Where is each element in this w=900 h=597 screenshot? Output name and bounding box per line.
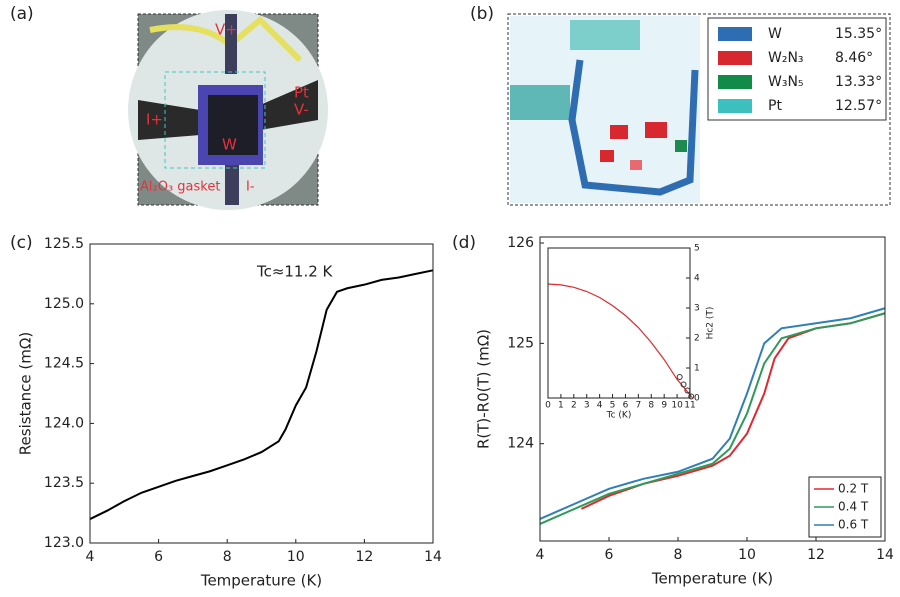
- y-tick-label: 5: [694, 244, 700, 254]
- x-tick-label: 8: [648, 401, 654, 411]
- legend-name: Pt: [768, 98, 782, 114]
- x-tick-label: 8: [674, 547, 683, 563]
- legend-name: W₃N₅: [768, 74, 804, 90]
- plot-frame: [547, 247, 691, 399]
- y-axis-label: R(T)-R0(T) (mΩ): [475, 329, 493, 449]
- x-tick-label: 6: [605, 547, 614, 563]
- inset-background: [548, 245, 690, 398]
- legend-label: 0.6 T: [838, 518, 869, 532]
- panel-label: (a): [10, 4, 34, 24]
- data-line: [539, 307, 886, 520]
- x-tick-label: 8: [223, 549, 232, 565]
- legend-name: W₂N₃: [768, 50, 804, 66]
- x-tick-label: 4: [536, 547, 545, 563]
- x-tick-label: 0: [545, 401, 551, 411]
- image-label: V-: [294, 101, 309, 119]
- legend-swatch: [718, 51, 752, 65]
- marker: [676, 374, 683, 380]
- image-label: I+: [146, 111, 163, 129]
- x-tick-label: 6: [623, 401, 629, 411]
- x-tick-label: 14: [876, 547, 894, 563]
- y-tick-label: 0: [694, 394, 700, 404]
- x-tick-label: 9: [661, 401, 667, 411]
- x-tick-label: 12: [807, 547, 825, 563]
- legend-name: W: [768, 26, 782, 42]
- x-axis-label: Tc (K): [606, 411, 632, 421]
- y-tick-label: 125: [507, 335, 534, 351]
- legend-label: 0.2 T: [838, 482, 869, 496]
- image-a: V+ Pt V- I+ W Al₂O₃ gasket I-: [128, 10, 328, 210]
- y-tick-label: 124: [507, 436, 534, 452]
- legend-swatch: [718, 27, 752, 41]
- y-tick-label: 3: [694, 304, 700, 314]
- x-tick-label: 4: [597, 401, 603, 411]
- image-label: V+: [215, 21, 238, 39]
- plot-frame: [89, 243, 434, 544]
- image-label: Pt: [294, 84, 309, 102]
- panel-label: (d): [452, 233, 476, 253]
- x-tick-label: 4: [86, 549, 95, 565]
- data-line: [89, 269, 434, 520]
- y-tick-label: 124.0: [44, 415, 84, 431]
- y-axis-label: Hc2 (T): [706, 307, 716, 340]
- plot-frame: [539, 236, 886, 542]
- x-tick-label: 12: [355, 549, 373, 565]
- y-tick-label: 4: [694, 274, 700, 284]
- y-tick-label: 125.5: [44, 236, 84, 252]
- image-label: Al₂O₃ gasket: [140, 180, 220, 195]
- y-tick-label: 125.0: [44, 296, 84, 312]
- legend-label: 0.4 T: [838, 500, 869, 514]
- legend-value: 8.46°: [835, 50, 873, 66]
- data-line: [547, 283, 694, 399]
- legend-value: 12.57°: [835, 98, 882, 114]
- y-tick-label: 123.0: [44, 535, 84, 551]
- y-axis-label: Resistance (mΩ): [17, 332, 35, 455]
- y-tick-label: 1: [694, 364, 700, 374]
- legend-value: 15.35°: [835, 26, 882, 42]
- x-tick-label: 11: [684, 401, 695, 411]
- annotation: Tc≈11.2 K: [256, 262, 334, 280]
- legend-swatch: [718, 75, 752, 89]
- y-tick-label: 124.5: [44, 356, 84, 372]
- x-tick-label: 7: [635, 401, 641, 411]
- marker: [688, 393, 695, 400]
- y-tick-label: 123.5: [44, 475, 84, 491]
- image-label: W: [222, 136, 237, 154]
- legend-swatch: [718, 99, 752, 113]
- data-line: [539, 312, 886, 525]
- x-tick-label: 3: [584, 401, 590, 411]
- x-tick-label: 5: [610, 401, 616, 411]
- x-tick-label: 1: [558, 401, 564, 411]
- x-tick-label: 10: [287, 549, 305, 565]
- x-tick-label: 6: [154, 549, 163, 565]
- x-tick-label: 2: [571, 401, 577, 411]
- panel-label: (c): [10, 233, 33, 253]
- image-label: I-: [246, 180, 255, 195]
- x-tick-label: 10: [671, 401, 683, 411]
- panel-label: (b): [470, 4, 494, 24]
- x-axis-label: Temperature (K): [651, 570, 773, 588]
- y-tick-label: 2: [694, 334, 700, 344]
- y-tick-label: 126: [507, 235, 534, 251]
- x-axis-label: Temperature (K): [200, 572, 322, 590]
- x-tick-label: 10: [738, 547, 756, 563]
- x-tick-label: 14: [424, 549, 442, 565]
- marker: [680, 381, 687, 388]
- legend-value: 13.33°: [835, 74, 882, 90]
- image-b: [507, 13, 891, 206]
